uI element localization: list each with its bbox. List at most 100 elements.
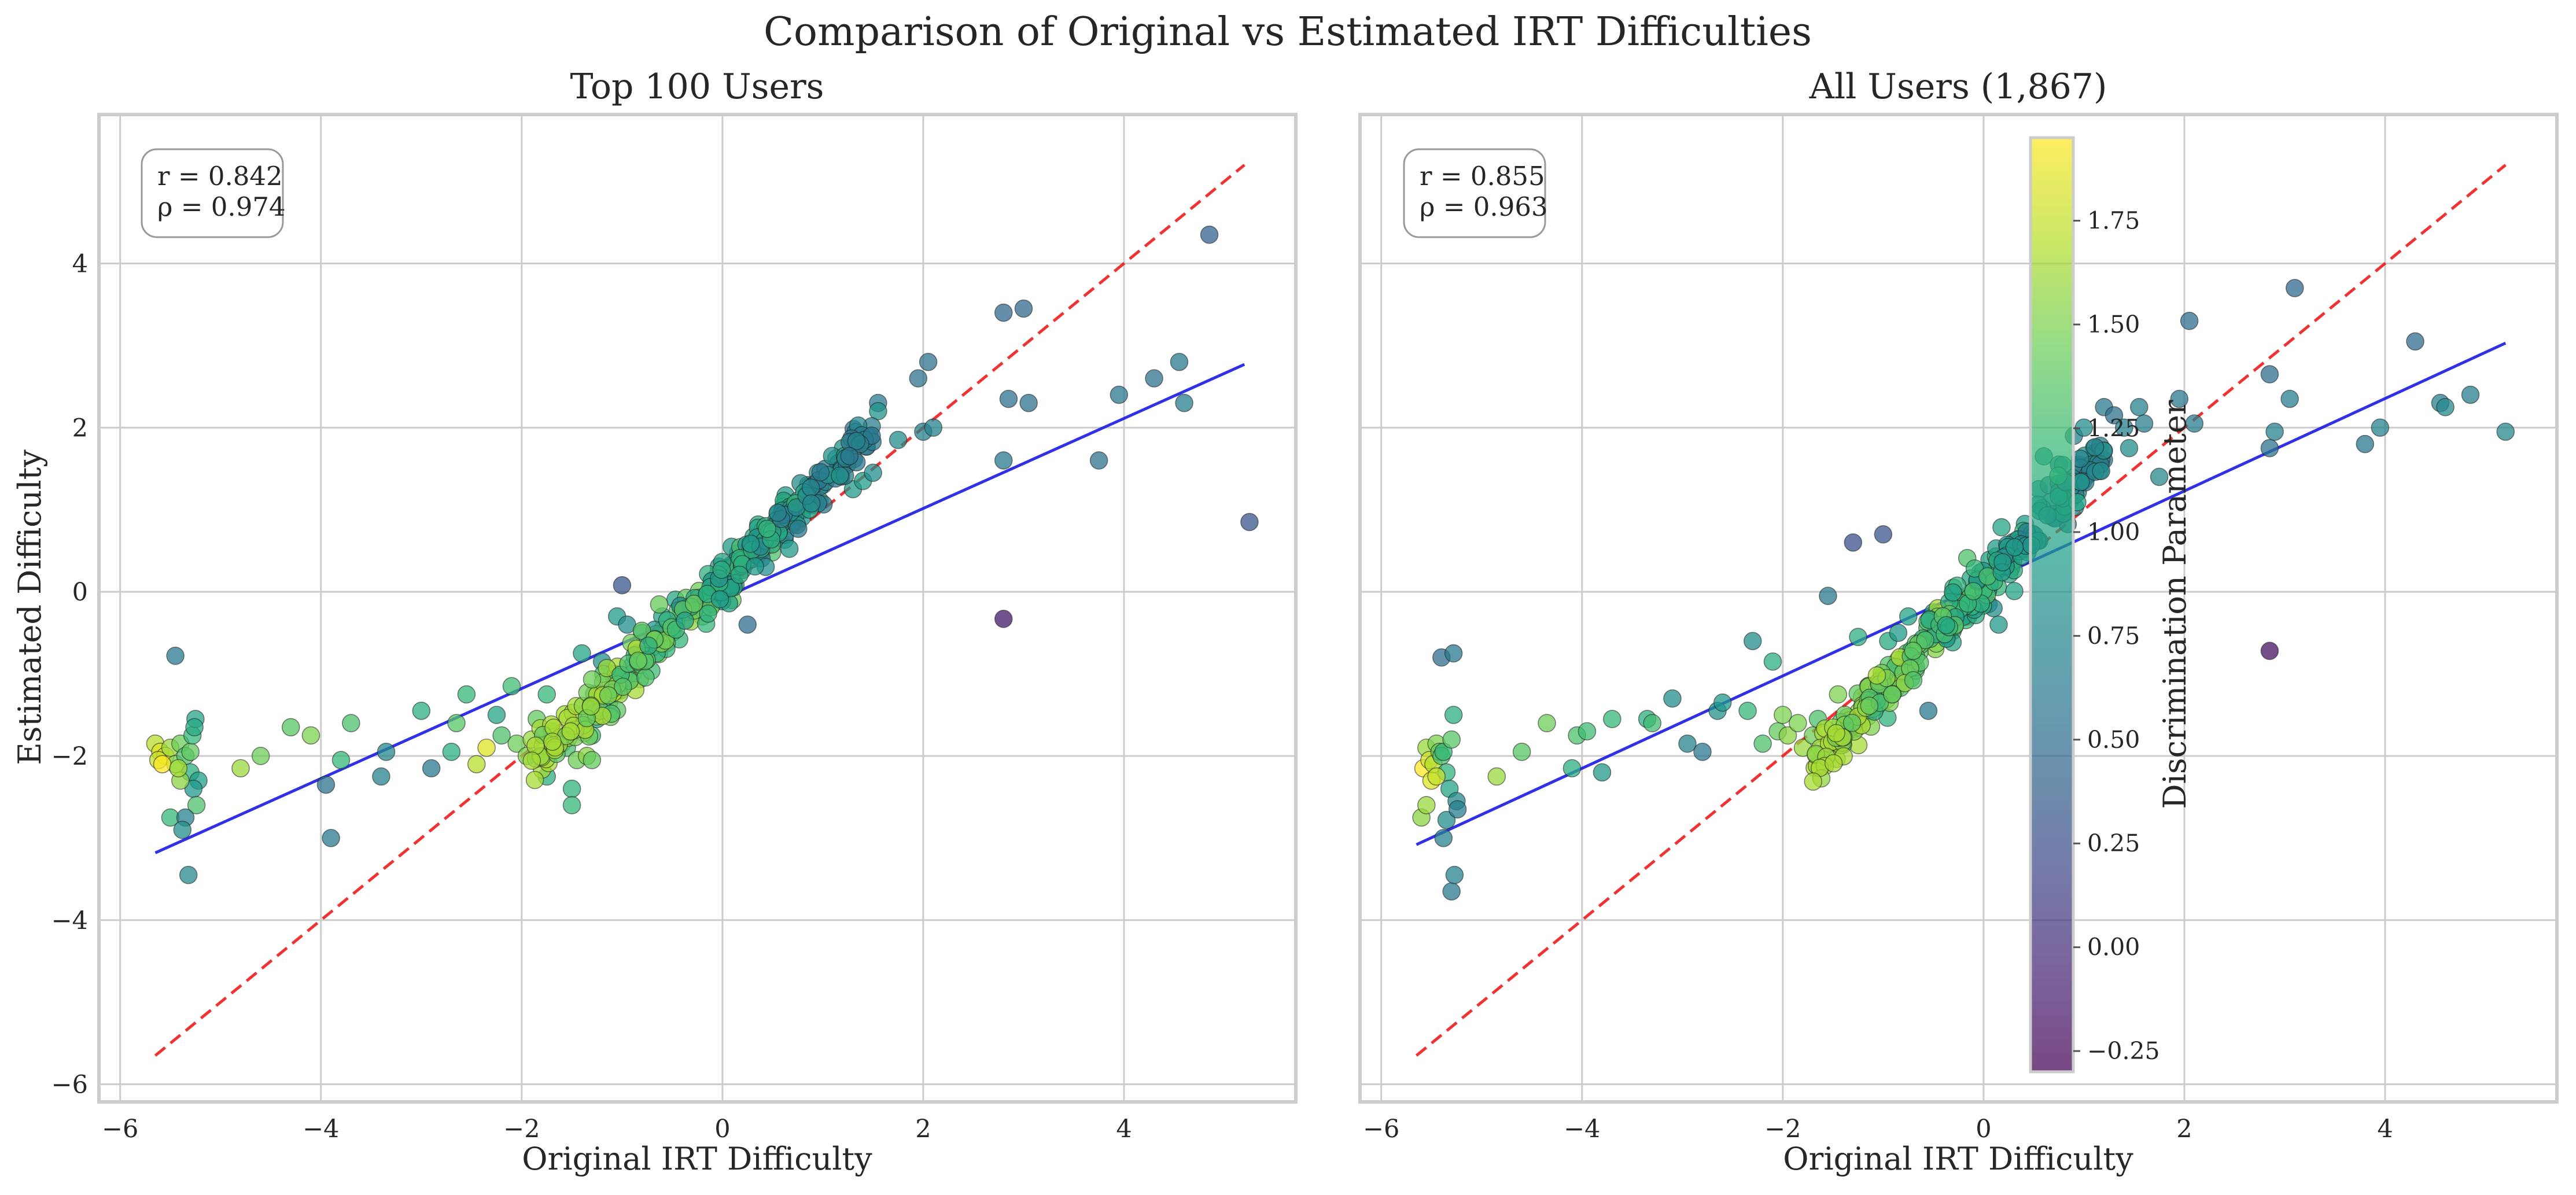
left-x-axis-label: Original IRT Difficulty [522,1141,872,1177]
data-point [613,677,632,696]
left-gridlines [100,116,1295,1101]
colorbar-tick-label: 1.00 [2087,518,2140,546]
data-point [2371,418,2390,437]
right-data-points [1412,279,2515,901]
data-point [758,519,776,539]
data-point [1538,714,1556,732]
y-tick-label: 4 [72,249,88,278]
data-point [412,702,431,720]
data-point [2150,467,2169,486]
data-point [864,463,882,482]
data-point [1944,583,1962,602]
data-point [1916,630,1934,650]
data-point [2135,414,2154,433]
y-tick-label: 0 [72,578,88,607]
data-point [316,775,336,794]
data-point [1964,582,1983,600]
data-point [699,604,717,623]
data-point [768,503,787,522]
data-point [1738,702,1757,720]
data-point [1844,533,1863,552]
data-point [1904,671,1923,689]
colorbar-tick-label: 1.25 [2087,414,2140,442]
data-point [1445,865,1464,884]
data-point [2185,414,2204,433]
data-point [1444,644,1463,663]
data-point [1175,393,1193,412]
data-point [526,736,545,755]
data-point [2115,418,2133,437]
left-stats-r: r = 0.842 [157,161,283,191]
data-point [1874,525,1893,544]
data-point [1693,743,1712,761]
colorbar-tick-label: 1.75 [2087,207,2140,235]
data-point [1849,628,1867,646]
data-point [173,820,192,839]
data-point [2461,385,2480,404]
data-point [1804,772,1823,791]
data-point [1827,724,1845,743]
data-point [1643,714,1662,732]
data-point [599,686,618,705]
data-point [442,743,461,761]
data-point [322,829,340,847]
data-point [583,670,602,689]
data-point [712,560,731,579]
data-point [2260,641,2279,661]
right-stats-box: r = 0.855 ρ = 0.963 [1403,148,1548,238]
colorbar-tick-label: 0.75 [2087,622,2140,650]
data-point [562,779,581,798]
data-point [2085,438,2105,456]
left-y-axis-label: Estimated Difficulty [12,449,48,765]
data-point [492,726,511,745]
x-tick-label: −4 [1564,1115,1600,1144]
data-point [573,644,591,663]
data-point [1937,616,1956,635]
data-point [847,431,866,451]
data-point [2406,332,2424,351]
data-point [994,451,1013,470]
data-point [840,447,859,466]
data-point [181,743,200,761]
data-point [1904,641,1923,661]
data-point [372,767,390,786]
data-point [741,534,760,553]
data-point [738,615,757,634]
data-point [2286,279,2304,297]
data-point [169,759,188,778]
x-tick-label: 4 [1116,1115,1132,1144]
data-point [1678,734,1697,753]
data-point [710,590,729,608]
data-point [1442,882,1461,901]
data-point [1593,763,1612,782]
data-point [1774,706,1792,724]
data-point [331,751,351,769]
data-point [1448,800,1467,818]
data-point [422,759,441,778]
data-point [994,610,1013,628]
data-point [1889,624,1908,642]
data-point [1200,225,1219,244]
left-tick-labels: −6 −4 −2 0 2 4 −6 −4 −2 0 2 4 [51,249,1132,1144]
data-point [581,697,600,716]
data-point [1170,352,1189,371]
data-point [342,714,360,732]
data-point [2005,538,2024,557]
data-point [231,759,250,778]
right-tick-labels: −6 −4 −2 0 2 4 [1363,1115,2393,1144]
left-stats-rho: ρ = 0.974 [157,191,286,222]
data-point [1145,369,1163,388]
data-point [2105,406,2124,425]
x-tick-label: −2 [1764,1115,1801,1144]
right-panel-title: All Users (1,867) [1809,67,2107,107]
colorbar-tick-label: 0.00 [2087,934,2140,961]
y-tick-label: −6 [51,1071,88,1100]
data-point [811,463,830,482]
colorbar-tick-labels: −0.25 0.00 0.25 0.50 0.75 1.00 1.25 1.50 1.75 [2073,207,2160,1065]
data-point [676,611,694,630]
data-point [1512,743,1531,761]
data-point [1444,706,1463,724]
data-point [1110,385,1129,404]
data-point [1989,615,2008,634]
data-point [889,430,908,449]
